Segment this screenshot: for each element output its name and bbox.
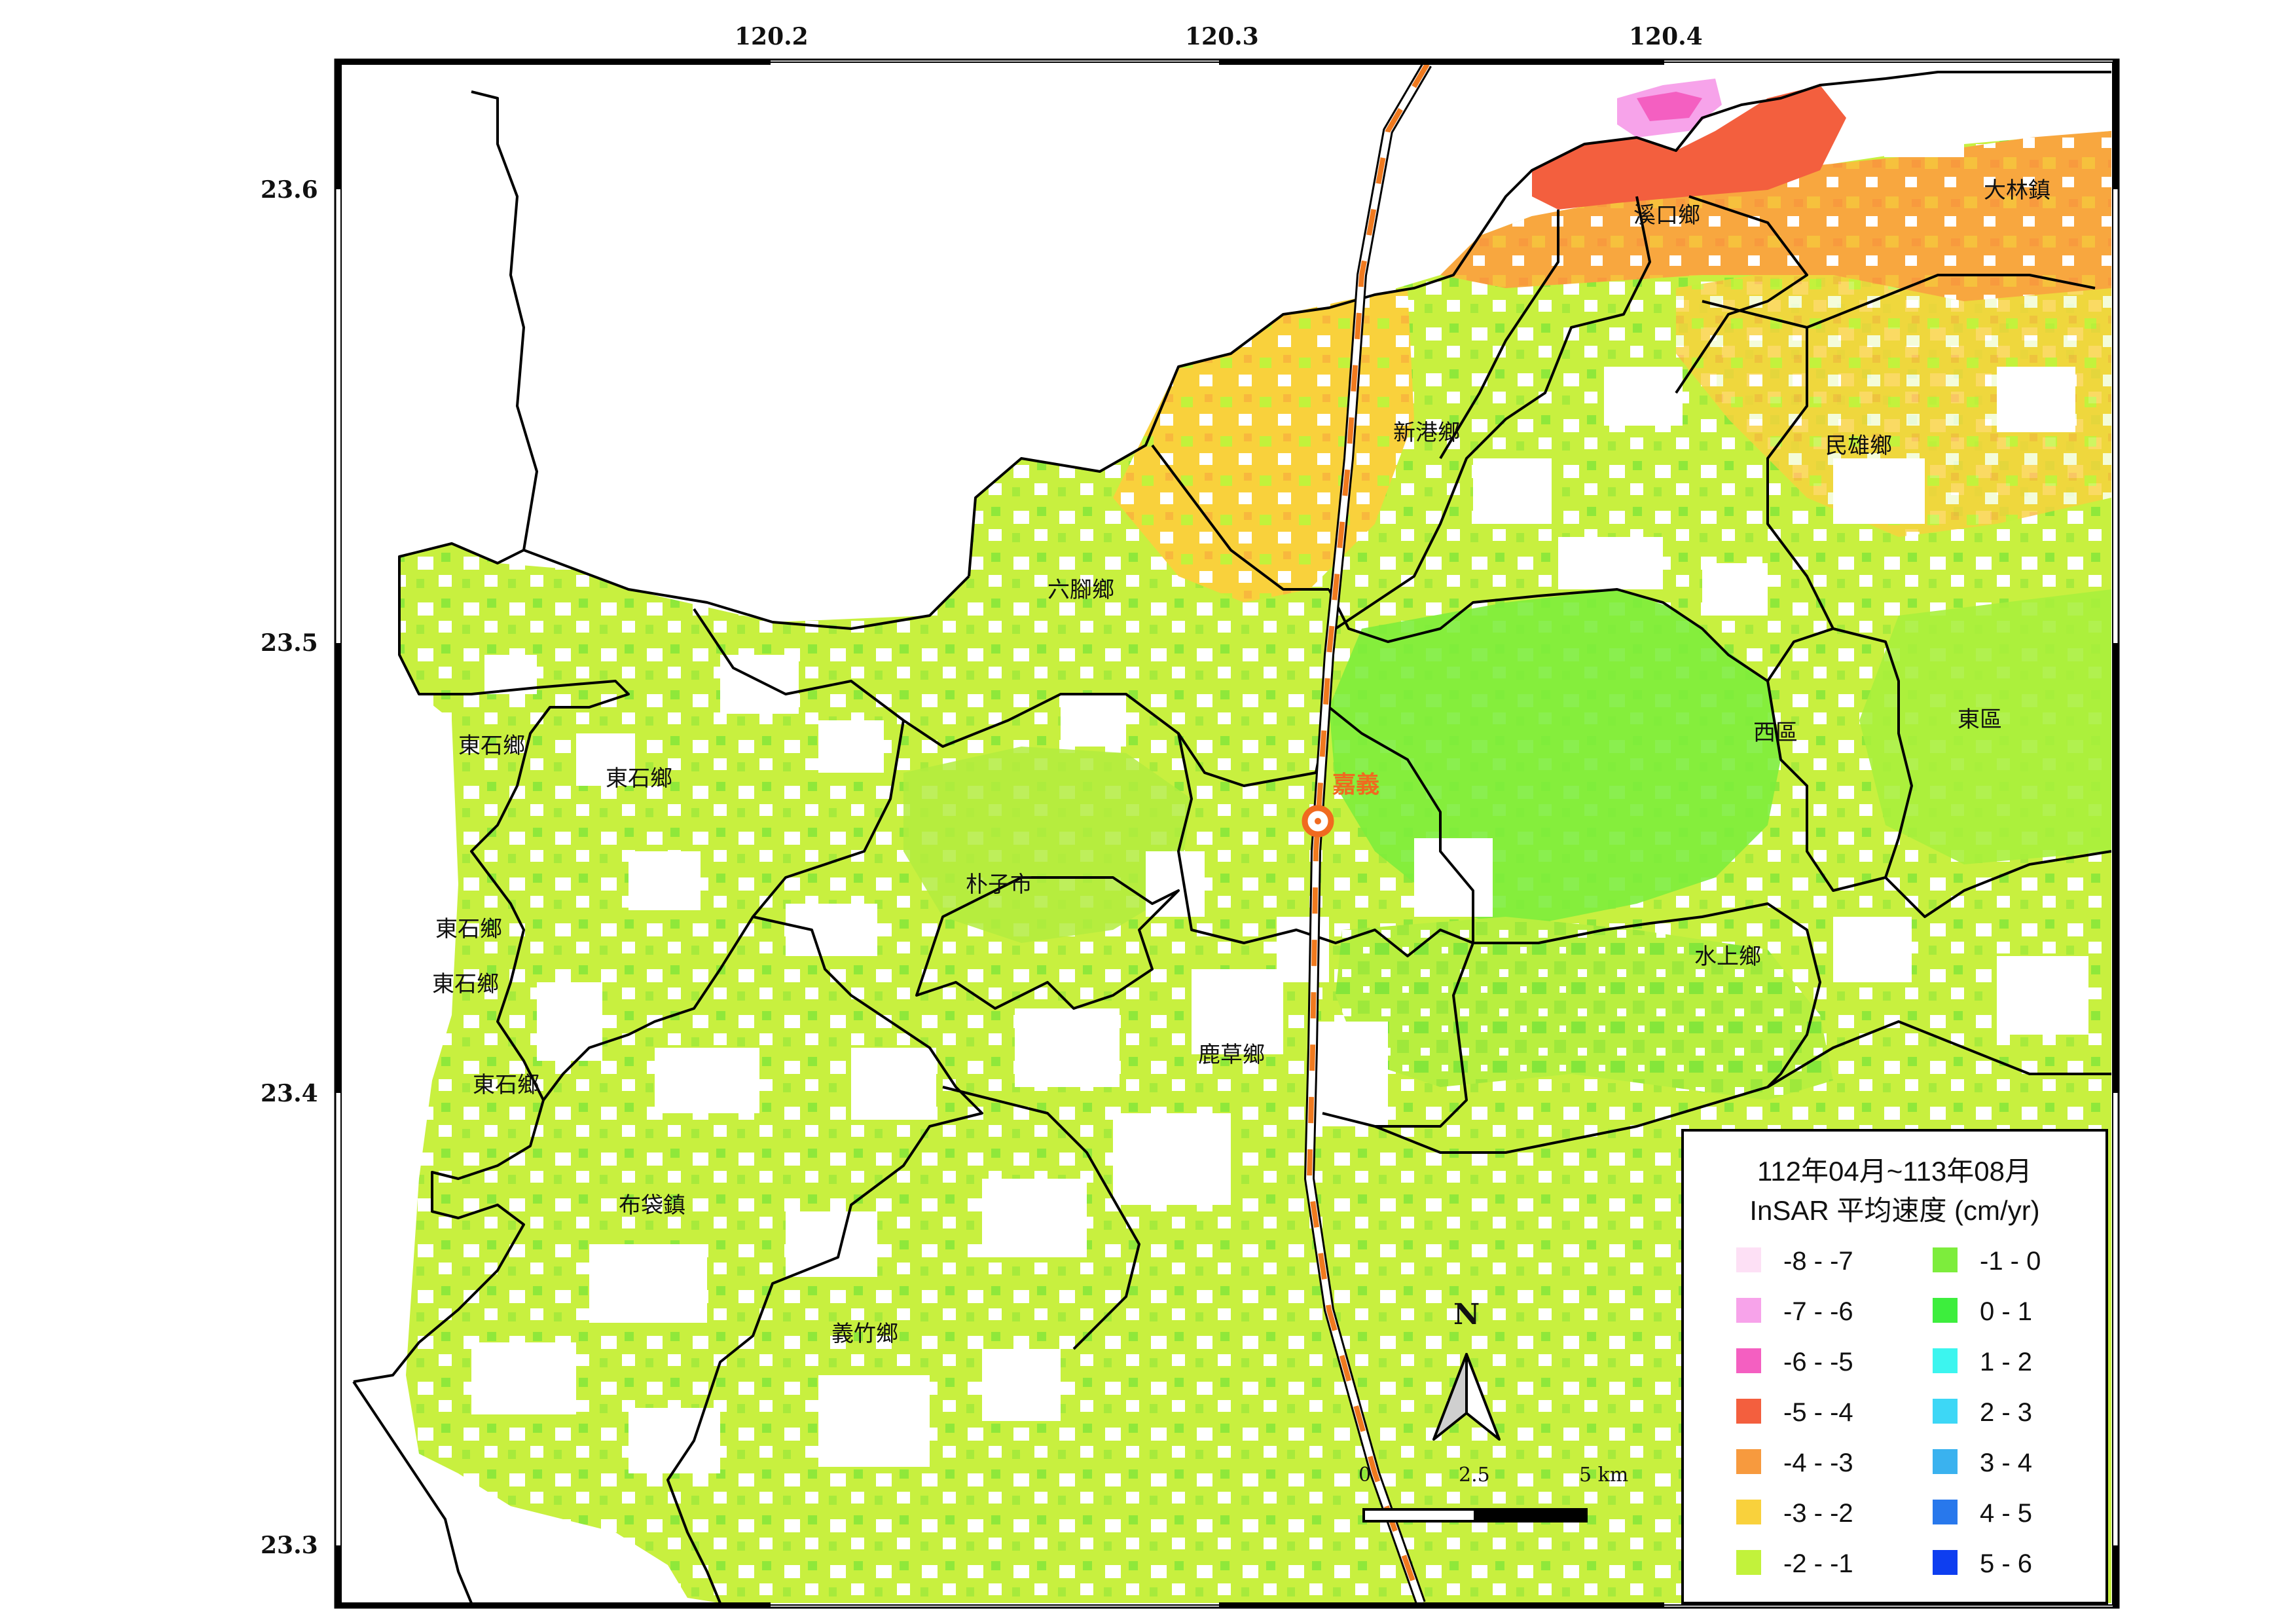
legend-title-line2: InSAR 平均速度 (cm/yr) xyxy=(1749,1195,2039,1226)
town-label-lucao: 鹿草鄉 xyxy=(1198,1042,1265,1068)
graticule-labels: 120.2 120.3 120.4 23.6 23.5 23.4 23.3 xyxy=(261,23,1703,1559)
north-arrow-right-icon xyxy=(1465,1353,1501,1441)
north-arrow: N xyxy=(1432,1298,1501,1441)
legend-left-label-1: -7 - -6 xyxy=(1783,1297,1853,1326)
legend-left-swatch-3 xyxy=(1736,1399,1761,1424)
lat-tick-23.5: 23.5 xyxy=(261,629,318,657)
scale-label-2.5: 2.5 xyxy=(1459,1464,1490,1486)
legend-right-label-2: 1 - 2 xyxy=(1980,1348,2032,1376)
legend-left-column: -8 - -7 -7 - -6 -6 - -5 -5 - -4 -4 - -3 -3 - … xyxy=(1736,1247,1853,1578)
red-band xyxy=(1532,85,1846,210)
town-label-xingang: 新港鄉 xyxy=(1393,420,1460,446)
legend-title-line1: 112年04月~113年08月 xyxy=(1757,1156,2032,1187)
town-labels: 溪口鄉 大林鎮 新港鄉 民雄鄉 六腳鄉 東石鄉 東石鄉 東石鄉 東石鄉 東石鄉 … xyxy=(432,177,2050,1347)
town-label-liujiao: 六腳鄉 xyxy=(1048,577,1114,603)
town-label-budai: 布袋鎮 xyxy=(619,1192,685,1219)
legend-right-label-1: 0 - 1 xyxy=(1980,1297,2032,1326)
legend-left-label-4: -4 - -3 xyxy=(1783,1449,1853,1477)
railway-line xyxy=(1303,64,1432,1603)
legend-right-swatch-1 xyxy=(1933,1298,1958,1323)
town-label-dongshi-1: 東石鄉 xyxy=(458,733,525,759)
scale-bar: 0 2.5 5 km xyxy=(1358,1464,1628,1522)
lat-tick-23.4: 23.4 xyxy=(261,1080,318,1107)
town-label-puzi: 朴子市 xyxy=(966,872,1032,898)
legend-left-label-0: -8 - -7 xyxy=(1783,1247,1853,1276)
legend-left-swatch-6 xyxy=(1736,1550,1761,1575)
scale-segment-1 xyxy=(1362,1508,1476,1522)
north-label: N xyxy=(1453,1298,1480,1331)
town-label-dongshi-3: 東石鄉 xyxy=(435,916,502,942)
scale-label-0: 0 xyxy=(1358,1464,1371,1486)
puzi-patch xyxy=(903,747,1192,943)
town-label-yizhu: 義竹鄉 xyxy=(831,1321,898,1347)
legend-right-column: -1 - 0 0 - 1 1 - 2 2 - 3 3 - 4 4 - 5 5 - 6 xyxy=(1933,1247,2041,1578)
legend-right-swatch-0 xyxy=(1933,1247,1958,1272)
town-label-dongshi-4: 東石鄉 xyxy=(432,971,499,997)
magenta-core xyxy=(1637,92,1702,121)
legend-right-swatch-6 xyxy=(1933,1550,1958,1575)
town-boundaries xyxy=(352,71,2111,1603)
legend-right-swatch-3 xyxy=(1933,1399,1958,1424)
lon-tick-120.3: 120.3 xyxy=(1185,23,1259,50)
lon-tick-120.4: 120.4 xyxy=(1629,23,1703,50)
city-marker-dot xyxy=(1315,818,1321,824)
town-label-xikou: 溪口鄉 xyxy=(1633,202,1700,229)
town-label-east: 東區 xyxy=(1958,707,2002,733)
town-label-dalin: 大林鎮 xyxy=(1984,177,2050,204)
chiayi-city-marker[interactable]: 嘉義 xyxy=(1302,771,1379,838)
dense-green-east xyxy=(1859,589,2111,864)
legend-right-swatch-5 xyxy=(1933,1500,1958,1524)
city-label: 嘉義 xyxy=(1332,771,1379,798)
scale-label-5km: 5 km xyxy=(1579,1464,1628,1486)
yellow-band-2 xyxy=(1676,236,2111,537)
legend: 112年04月~113年08月 InSAR 平均速度 (cm/yr) -8 - … xyxy=(1681,1129,2108,1604)
town-label-minxiong: 民雄鄉 xyxy=(1825,433,1892,459)
legend-right-label-5: 4 - 5 xyxy=(1980,1499,2032,1528)
legend-right-label-3: 2 - 3 xyxy=(1980,1398,2032,1427)
legend-right-label-0: -1 - 0 xyxy=(1980,1247,2041,1276)
legend-left-label-5: -3 - -2 xyxy=(1783,1499,1853,1528)
map-frame xyxy=(334,58,2120,1609)
legend-right-label-6: 5 - 6 xyxy=(1980,1549,2032,1578)
lon-tick-120.2: 120.2 xyxy=(735,23,809,50)
legend-left-swatch-2 xyxy=(1736,1348,1761,1373)
legend-right-label-4: 3 - 4 xyxy=(1980,1449,2032,1477)
lat-tick-23.6: 23.6 xyxy=(261,176,318,204)
legend-left-label-3: -5 - -4 xyxy=(1783,1398,1853,1427)
town-label-west: 西區 xyxy=(1753,720,1798,746)
no-data-gaps xyxy=(471,79,2102,1473)
town-label-shuishang: 水上鄉 xyxy=(1694,944,1761,970)
legend-left-label-6: -2 - -1 xyxy=(1783,1549,1853,1578)
legend-left-swatch-0 xyxy=(1736,1247,1761,1272)
legend-left-swatch-5 xyxy=(1736,1500,1761,1524)
lat-tick-23.3: 23.3 xyxy=(261,1532,318,1559)
orange-band xyxy=(1440,131,2111,301)
legend-left-label-2: -6 - -5 xyxy=(1783,1348,1853,1376)
town-label-dongshi-5: 東石鄉 xyxy=(473,1072,539,1098)
legend-left-swatch-4 xyxy=(1736,1449,1761,1474)
town-label-dongshi-2: 東石鄉 xyxy=(606,766,672,792)
scale-segment-2 xyxy=(1474,1508,1588,1522)
legend-left-swatch-1 xyxy=(1736,1298,1761,1323)
legend-right-swatch-2 xyxy=(1933,1348,1958,1373)
legend-right-swatch-4 xyxy=(1933,1449,1958,1474)
